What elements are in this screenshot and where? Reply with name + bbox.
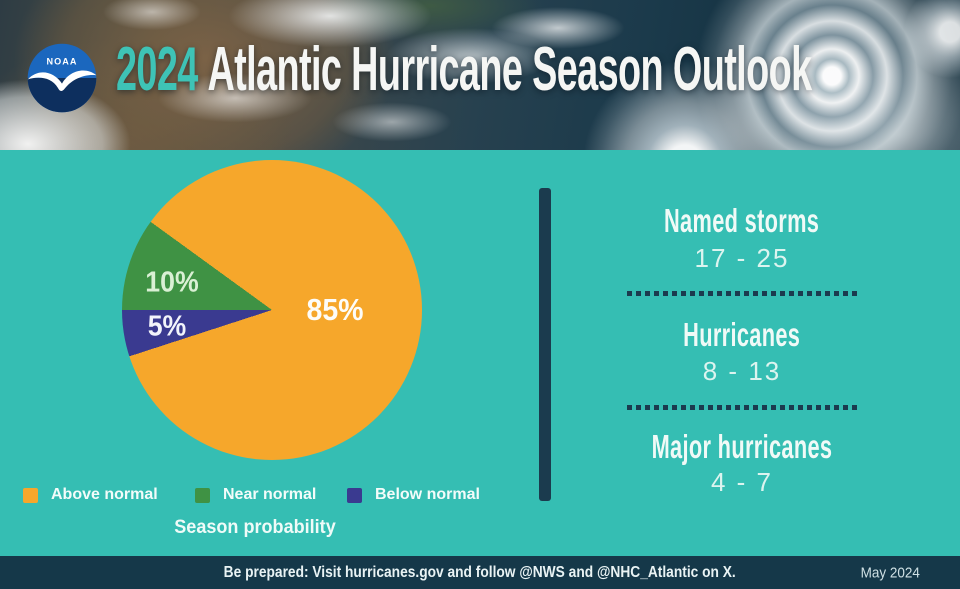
stat-value-hurricanes: 8 - 13 [702,356,782,386]
legend-item-below-normal: Below normal [347,486,480,504]
noaa-logo: NOAA [27,43,97,113]
legend-item-near-normal: Near normal [195,486,316,504]
footer-message: Be prepared: Visit hurricanes.gov and fo… [223,563,737,581]
legend-label-below-normal: Below normal [375,486,480,503]
stat-label-major-hurricanes: Major hurricanes [540,429,944,465]
legend-swatch-near-normal [195,487,210,503]
chart-title-text: Season probability [174,517,336,538]
stat-value-named-storms: 17 - 25 [694,243,790,273]
chart-title: Season probability [0,517,510,539]
page-title: 2024 Atlantic Hurricane Season Outlook [116,39,812,101]
legend-label-above-normal: Above normal [51,486,158,503]
stat-label-named-storms: Named storms [540,203,944,239]
noaa-logo-text: NOAA [47,57,78,67]
stat-label-hurricanes: Hurricanes [540,317,944,353]
pie-label-above-normal: 85% [306,292,364,327]
legend-label-near-normal: Near normal [223,486,317,503]
main-content: 85% 10% 5% Above normal Near normal Belo… [0,150,960,556]
pie-label-near-normal: 10% [145,266,199,299]
legend-item-above-normal: Above normal [23,486,158,504]
noaa-logo-ocean [27,78,97,113]
legend-swatch-above-normal [23,487,38,503]
stat-label-text: Named storms [664,202,820,239]
footer-bar: Be prepared: Visit hurricanes.gov and fo… [0,556,960,589]
vertical-divider [539,188,551,501]
stat-value-major-hurricanes: 4 - 7 [710,467,774,497]
legend-swatch-below-normal [347,487,362,503]
title-text: Atlantic Hurricane Season Outlook [207,35,812,104]
dotted-separator-1 [627,291,857,296]
stat-label-text: Hurricanes [683,316,801,353]
header-banner: NOAA 2024 Atlantic Hurricane Season Outlo… [0,0,960,150]
stat-label-text: Major hurricanes [651,428,833,465]
pie-label-below-normal: 5% [147,310,187,343]
title-year: 2024 [116,35,198,104]
noaa-logo-seagull-icon [27,70,97,92]
footer-date: May 2024 [860,564,920,581]
dotted-separator-2 [627,405,857,410]
season-probability-pie-chart: 85% 10% 5% [122,160,422,460]
